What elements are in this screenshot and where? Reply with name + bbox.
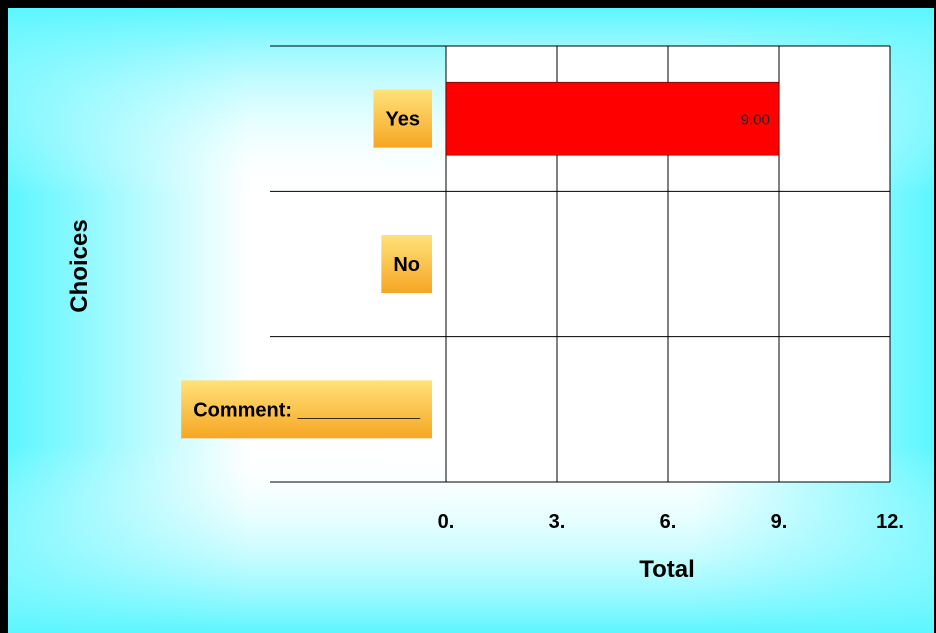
category-label: Yes <box>386 109 420 131</box>
category-label-box <box>373 89 432 148</box>
x-tick-label: 6. <box>660 511 677 533</box>
x-axis-title: Total <box>639 556 695 583</box>
category-label-box <box>381 235 432 293</box>
x-tick-label: 0. <box>438 511 455 533</box>
bars: 9.00 <box>445 81 780 156</box>
x-tick-label: 9. <box>771 511 788 533</box>
x-tick-labels: 0. 3. 6. 9. 12. <box>438 511 904 533</box>
category-label-box <box>181 380 432 439</box>
category-labels: Yes No Comment: ___________ <box>181 89 432 439</box>
bar-data-label: 9.00 <box>741 112 770 129</box>
category-label: No <box>393 254 420 276</box>
category-label: Comment: ___________ <box>193 399 421 421</box>
bar-chart: 9.00 Yes No Comment: ___________ 0. 3. 6. 9. 1… <box>8 8 934 633</box>
y-axis-title: Choices <box>66 219 93 312</box>
chart-panel: 9.00 Yes No Comment: ___________ 0. 3. 6. 9. 1… <box>8 8 934 633</box>
x-tick-label: 12. <box>876 511 904 533</box>
bar-0 <box>445 81 780 156</box>
x-tick-label: 3. <box>549 511 566 533</box>
